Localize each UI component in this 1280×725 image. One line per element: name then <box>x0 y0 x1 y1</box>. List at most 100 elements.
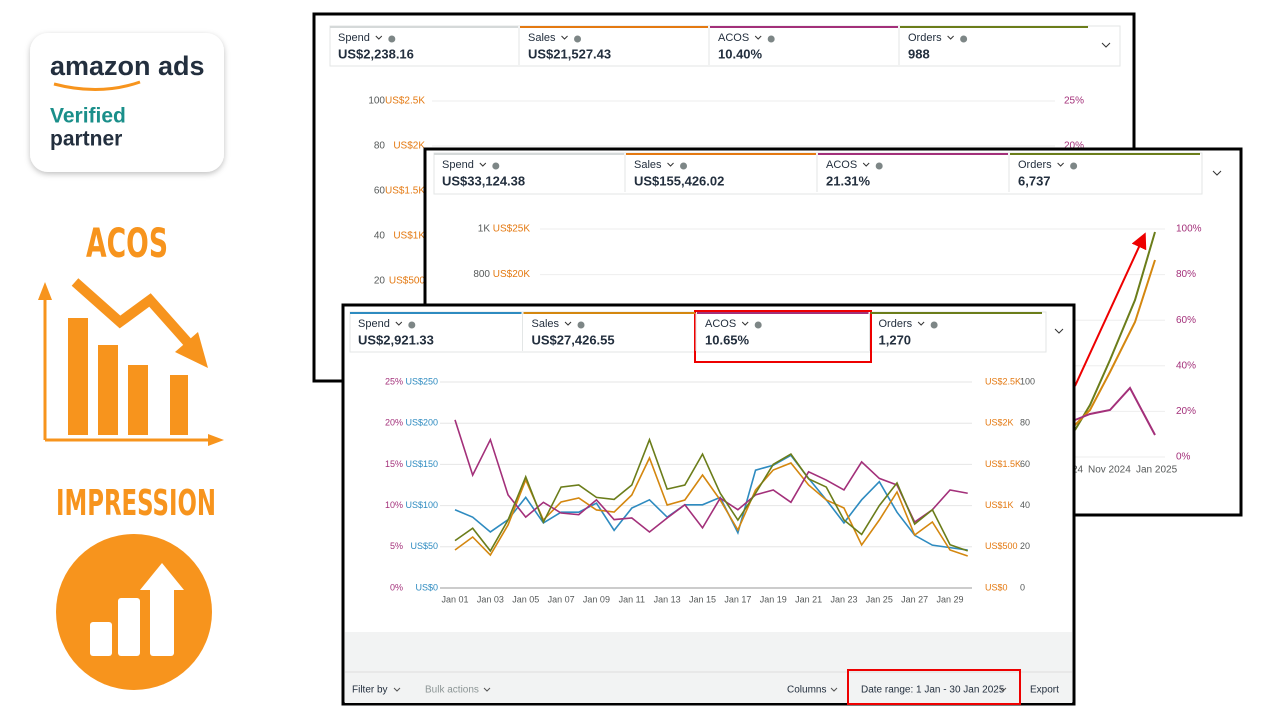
chevron <box>667 162 674 167</box>
y-tick-label: 20% <box>1176 406 1196 417</box>
series-line <box>454 419 968 533</box>
info-icon <box>875 162 883 170</box>
info-icon <box>767 35 775 43</box>
y-tick-label: 0 <box>1020 582 1025 592</box>
y-tick-label: 0% <box>1176 452 1191 463</box>
metric-value: 988 <box>908 46 930 61</box>
metric-name: ACOS <box>718 32 749 44</box>
y-tick-label: 15% <box>385 459 403 469</box>
heading: ACOS <box>86 221 168 267</box>
metric-name: Sales <box>532 318 560 330</box>
y-tick-label: US$150 <box>405 459 438 469</box>
y-tick-label: 60% <box>1176 315 1196 326</box>
y-tick-label: 100% <box>1176 224 1202 235</box>
x-tick-label: Jan 09 <box>583 594 610 604</box>
y-tick-label: 80% <box>1176 269 1196 280</box>
info-icon <box>574 35 582 43</box>
y-tick-label: US$2K <box>985 418 1014 428</box>
chevron <box>479 162 487 167</box>
x-tick-label: Jan 01 <box>441 594 468 604</box>
bulk-actions[interactable]: Bulk actions <box>425 685 479 696</box>
columns[interactable]: Columns <box>787 685 826 696</box>
y-tick-label: US$500 <box>389 276 426 287</box>
verified: Verified <box>50 105 126 128</box>
y-tick-label: 10% <box>385 500 403 510</box>
y-tick-label: 20 <box>374 276 386 287</box>
metric-name: ACOS <box>826 159 857 171</box>
smile <box>53 80 141 91</box>
date-range[interactable]: Date range: 1 Jan - 30 Jan 2025 <box>861 685 1005 696</box>
y-tick-label: US$1.5K <box>985 459 1021 469</box>
x-tick-label: Jan 21 <box>795 594 822 604</box>
chevron <box>564 321 572 326</box>
x-tick-label: Jan 05 <box>512 594 539 604</box>
y-tick-label: 25% <box>1064 96 1084 107</box>
metric-value: US$2,921.33 <box>358 332 434 347</box>
info-icon <box>388 35 396 43</box>
y-tick-label: US$1K <box>985 500 1014 510</box>
y-tick-label: US$1.5K <box>385 186 425 197</box>
x-tick-label: Jan 07 <box>548 594 575 604</box>
heading: IMPRESSION <box>56 483 216 524</box>
badge <box>30 33 224 172</box>
x-tick-label: Jan 23 <box>830 594 857 604</box>
metric-name: Spend <box>358 318 390 330</box>
chevron <box>754 35 762 40</box>
y-tick-label: 40 <box>374 231 386 242</box>
metric-value: US$155,426.02 <box>634 173 724 188</box>
export[interactable]: Export <box>1030 685 1059 696</box>
y-tick-label: 25% <box>385 376 403 386</box>
y-tick-label: 800 <box>473 269 490 280</box>
metric-value: 21.31% <box>826 173 871 188</box>
x-tick-label: Jan 27 <box>901 594 928 604</box>
y-tick-label: 80 <box>1020 418 1030 428</box>
metric-name: Spend <box>442 159 474 171</box>
y-tick-label: 20% <box>1064 141 1084 152</box>
y-tick-label: 100 <box>1020 376 1035 386</box>
metric-value: 10.65% <box>705 332 750 347</box>
metric-name: Sales <box>634 159 662 171</box>
y-tick-label: US$0 <box>415 582 438 592</box>
metric-value: 10.40% <box>718 46 763 61</box>
brand: amazon ads <box>50 51 205 81</box>
y-tick-label: US$2.5K <box>385 96 425 107</box>
filter[interactable]: Filter by <box>352 685 388 696</box>
y-tick-label: 20% <box>385 418 403 428</box>
chevron <box>1057 162 1064 167</box>
x-tick-label: 24 <box>1072 465 1084 476</box>
metric-value: US$33,124.38 <box>442 173 525 188</box>
y-tick-label: 20 <box>1020 541 1030 551</box>
chevron <box>561 35 568 40</box>
info-icon <box>960 35 968 43</box>
chevron <box>741 321 749 326</box>
y-tick-label: 5% <box>390 541 403 551</box>
x-tick-label: Jan 29 <box>937 594 964 604</box>
y-tick-label: 0% <box>390 582 403 592</box>
x-tick-label: Jan 15 <box>689 594 716 604</box>
x-tick-label: Jan 11 <box>619 594 645 604</box>
y-tick-label: US$1K <box>393 231 425 242</box>
y-tick-label: 100 <box>368 96 385 107</box>
impression-icon <box>56 534 212 690</box>
y-tick-label: 80 <box>374 141 386 152</box>
metric-name: Orders <box>1018 159 1052 171</box>
chevron <box>395 321 403 326</box>
y-tick-label: US$500 <box>985 541 1018 551</box>
y-tick-label: US$0 <box>985 582 1008 592</box>
metric-value: 6,737 <box>1018 173 1051 188</box>
partner: partner <box>50 128 122 151</box>
series-line <box>454 437 968 553</box>
y-tick-label: US$2.5K <box>985 376 1021 386</box>
metric-name: Sales <box>528 32 556 44</box>
y-tick-label: US$20K <box>493 269 531 280</box>
y-tick-label: 1K <box>478 224 491 235</box>
series-line <box>454 454 968 551</box>
info-icon <box>680 162 688 170</box>
info-icon <box>577 321 585 329</box>
metric-name: Spend <box>338 32 370 44</box>
y-tick-label: 60 <box>374 186 386 197</box>
metric-value: US$21,527.43 <box>528 46 611 61</box>
info-icon <box>492 162 500 170</box>
metric-value: US$27,426.55 <box>532 332 615 347</box>
